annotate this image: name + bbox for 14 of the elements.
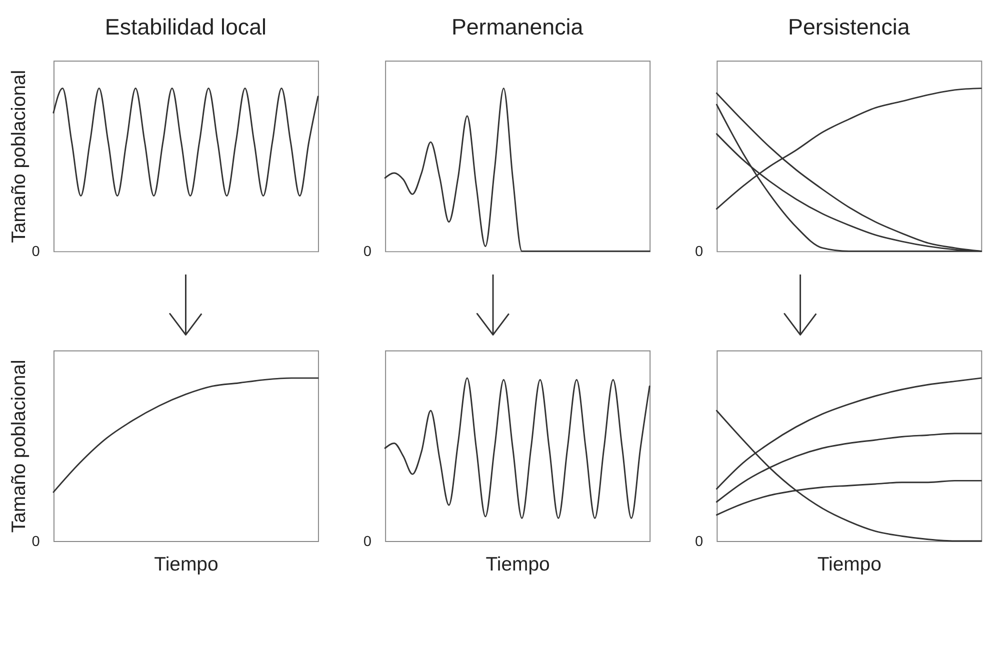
text: 0 [694, 534, 704, 550]
text: 0 [32, 244, 40, 260]
text: 0 [32, 534, 40, 550]
text: 0 [363, 534, 372, 550]
text: 0 [694, 244, 704, 260]
y-axis-title: Tamaño poblacional [8, 360, 30, 533]
x-axis-title: Tiempo [817, 554, 882, 576]
chart-title: Permanencia [451, 14, 584, 40]
x-axis-title: Tiempo [154, 554, 218, 576]
chart-title: Persistencia [788, 14, 910, 40]
x-axis-title: Tiempo [486, 554, 550, 576]
text: 0 [363, 244, 372, 260]
chart-title: Estabilidad local [104, 14, 267, 40]
y-axis-title: Tamaño poblacional [8, 70, 30, 243]
